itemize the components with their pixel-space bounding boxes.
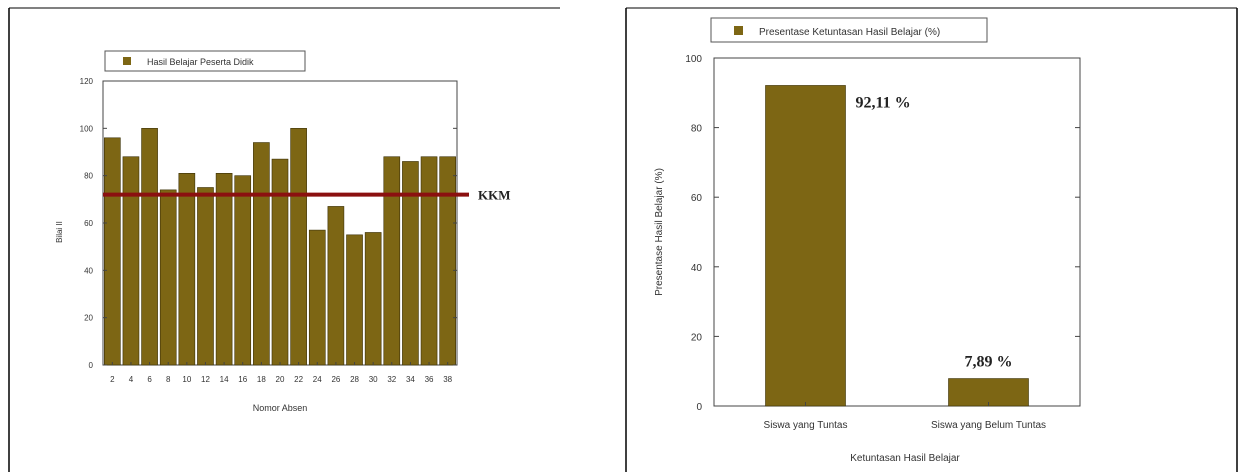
chart-hasil-belajar: Hasil Belajar Peserta Didik 020406080100…	[55, 50, 511, 413]
x-tick-label: Siswa yang Belum Tuntas	[931, 420, 1046, 431]
x-axis-ticks: 2 4 6 8 10 12 14 16 18 20 22 24 26 28 30 32 34 36 38	[110, 362, 453, 384]
x-axis-label: Ketuntasan Hasil Belajar	[850, 453, 960, 464]
legend-box	[104, 50, 306, 72]
y-tick-label: 120	[80, 77, 94, 86]
y-tick-label: 60	[84, 219, 93, 228]
legend-swatch	[123, 57, 131, 65]
y-tick-label: 40	[691, 263, 703, 274]
x-tick-label: 14	[220, 375, 229, 384]
x-tick-label: 6	[147, 375, 152, 384]
legend-box	[710, 17, 988, 43]
y-tick-label: 20	[691, 332, 703, 343]
x-tick-label: 10	[182, 375, 191, 384]
x-tick-label: 38	[443, 375, 452, 384]
x-tick-label: 32	[387, 375, 396, 384]
bar	[948, 378, 1029, 407]
y-tick-label: 100	[685, 54, 702, 65]
x-tick-label: 12	[201, 375, 210, 384]
x-tick-label: 8	[166, 375, 171, 384]
x-tick-label: Siswa yang Tuntas	[764, 420, 848, 431]
y-axis-ticks: 0 20 40 60 80 100	[685, 54, 1080, 413]
plot-border	[713, 57, 1081, 407]
x-tick-label: 28	[350, 375, 359, 384]
x-tick-label: 18	[257, 375, 266, 384]
legend-label: Presentase Ketuntasan Hasil Belajar (%)	[759, 27, 940, 38]
legend: Presentase Ketuntasan Hasil Belajar (%)	[710, 17, 988, 43]
y-tick-label: 20	[84, 314, 93, 323]
data-labels: 92,11 % 7,89 %	[856, 94, 1013, 370]
x-tick-label: 22	[294, 375, 303, 384]
legend: Hasil Belajar Peserta Didik	[104, 50, 306, 72]
x-tick-label: 26	[331, 375, 340, 384]
x-axis-label: Nomor Absen	[253, 403, 308, 413]
x-tick-label: 34	[406, 375, 415, 384]
y-tick-label: 0	[89, 361, 94, 370]
y-axis-label: Presentase Hasil Belajar (%)	[654, 168, 665, 296]
y-axis-label: Bilai II	[55, 221, 64, 243]
x-tick-label: 16	[238, 375, 247, 384]
y-tick-label: 60	[691, 193, 703, 204]
y-tick-label: 80	[84, 172, 93, 181]
bars	[765, 85, 1029, 407]
bar	[765, 85, 846, 407]
data-label: 7,89 %	[965, 354, 1013, 371]
x-tick-label: 30	[369, 375, 378, 384]
legend-swatch	[734, 26, 743, 35]
x-tick-label: 24	[313, 375, 322, 384]
kkm-label: KKM	[478, 188, 511, 203]
data-label: 92,11 %	[856, 94, 911, 111]
y-tick-label: 80	[691, 124, 703, 135]
kkm-reference: KKM	[103, 188, 511, 203]
y-axis-ticks: 0 20 40 60 80 100 120	[80, 77, 457, 370]
y-tick-label: 100	[80, 124, 94, 133]
x-tick-label: 36	[425, 375, 434, 384]
x-axis-ticks: Siswa yang Tuntas Siswa yang Belum Tuntas	[764, 402, 1046, 431]
y-tick-label: 40	[84, 266, 93, 275]
bars	[104, 128, 456, 366]
x-tick-label: 20	[276, 375, 285, 384]
x-tick-label: 2	[110, 375, 115, 384]
x-tick-label: 4	[129, 375, 134, 384]
y-tick-label: 0	[696, 402, 702, 413]
legend-label: Hasil Belajar Peserta Didik	[147, 57, 254, 67]
plot-area	[713, 57, 1081, 407]
